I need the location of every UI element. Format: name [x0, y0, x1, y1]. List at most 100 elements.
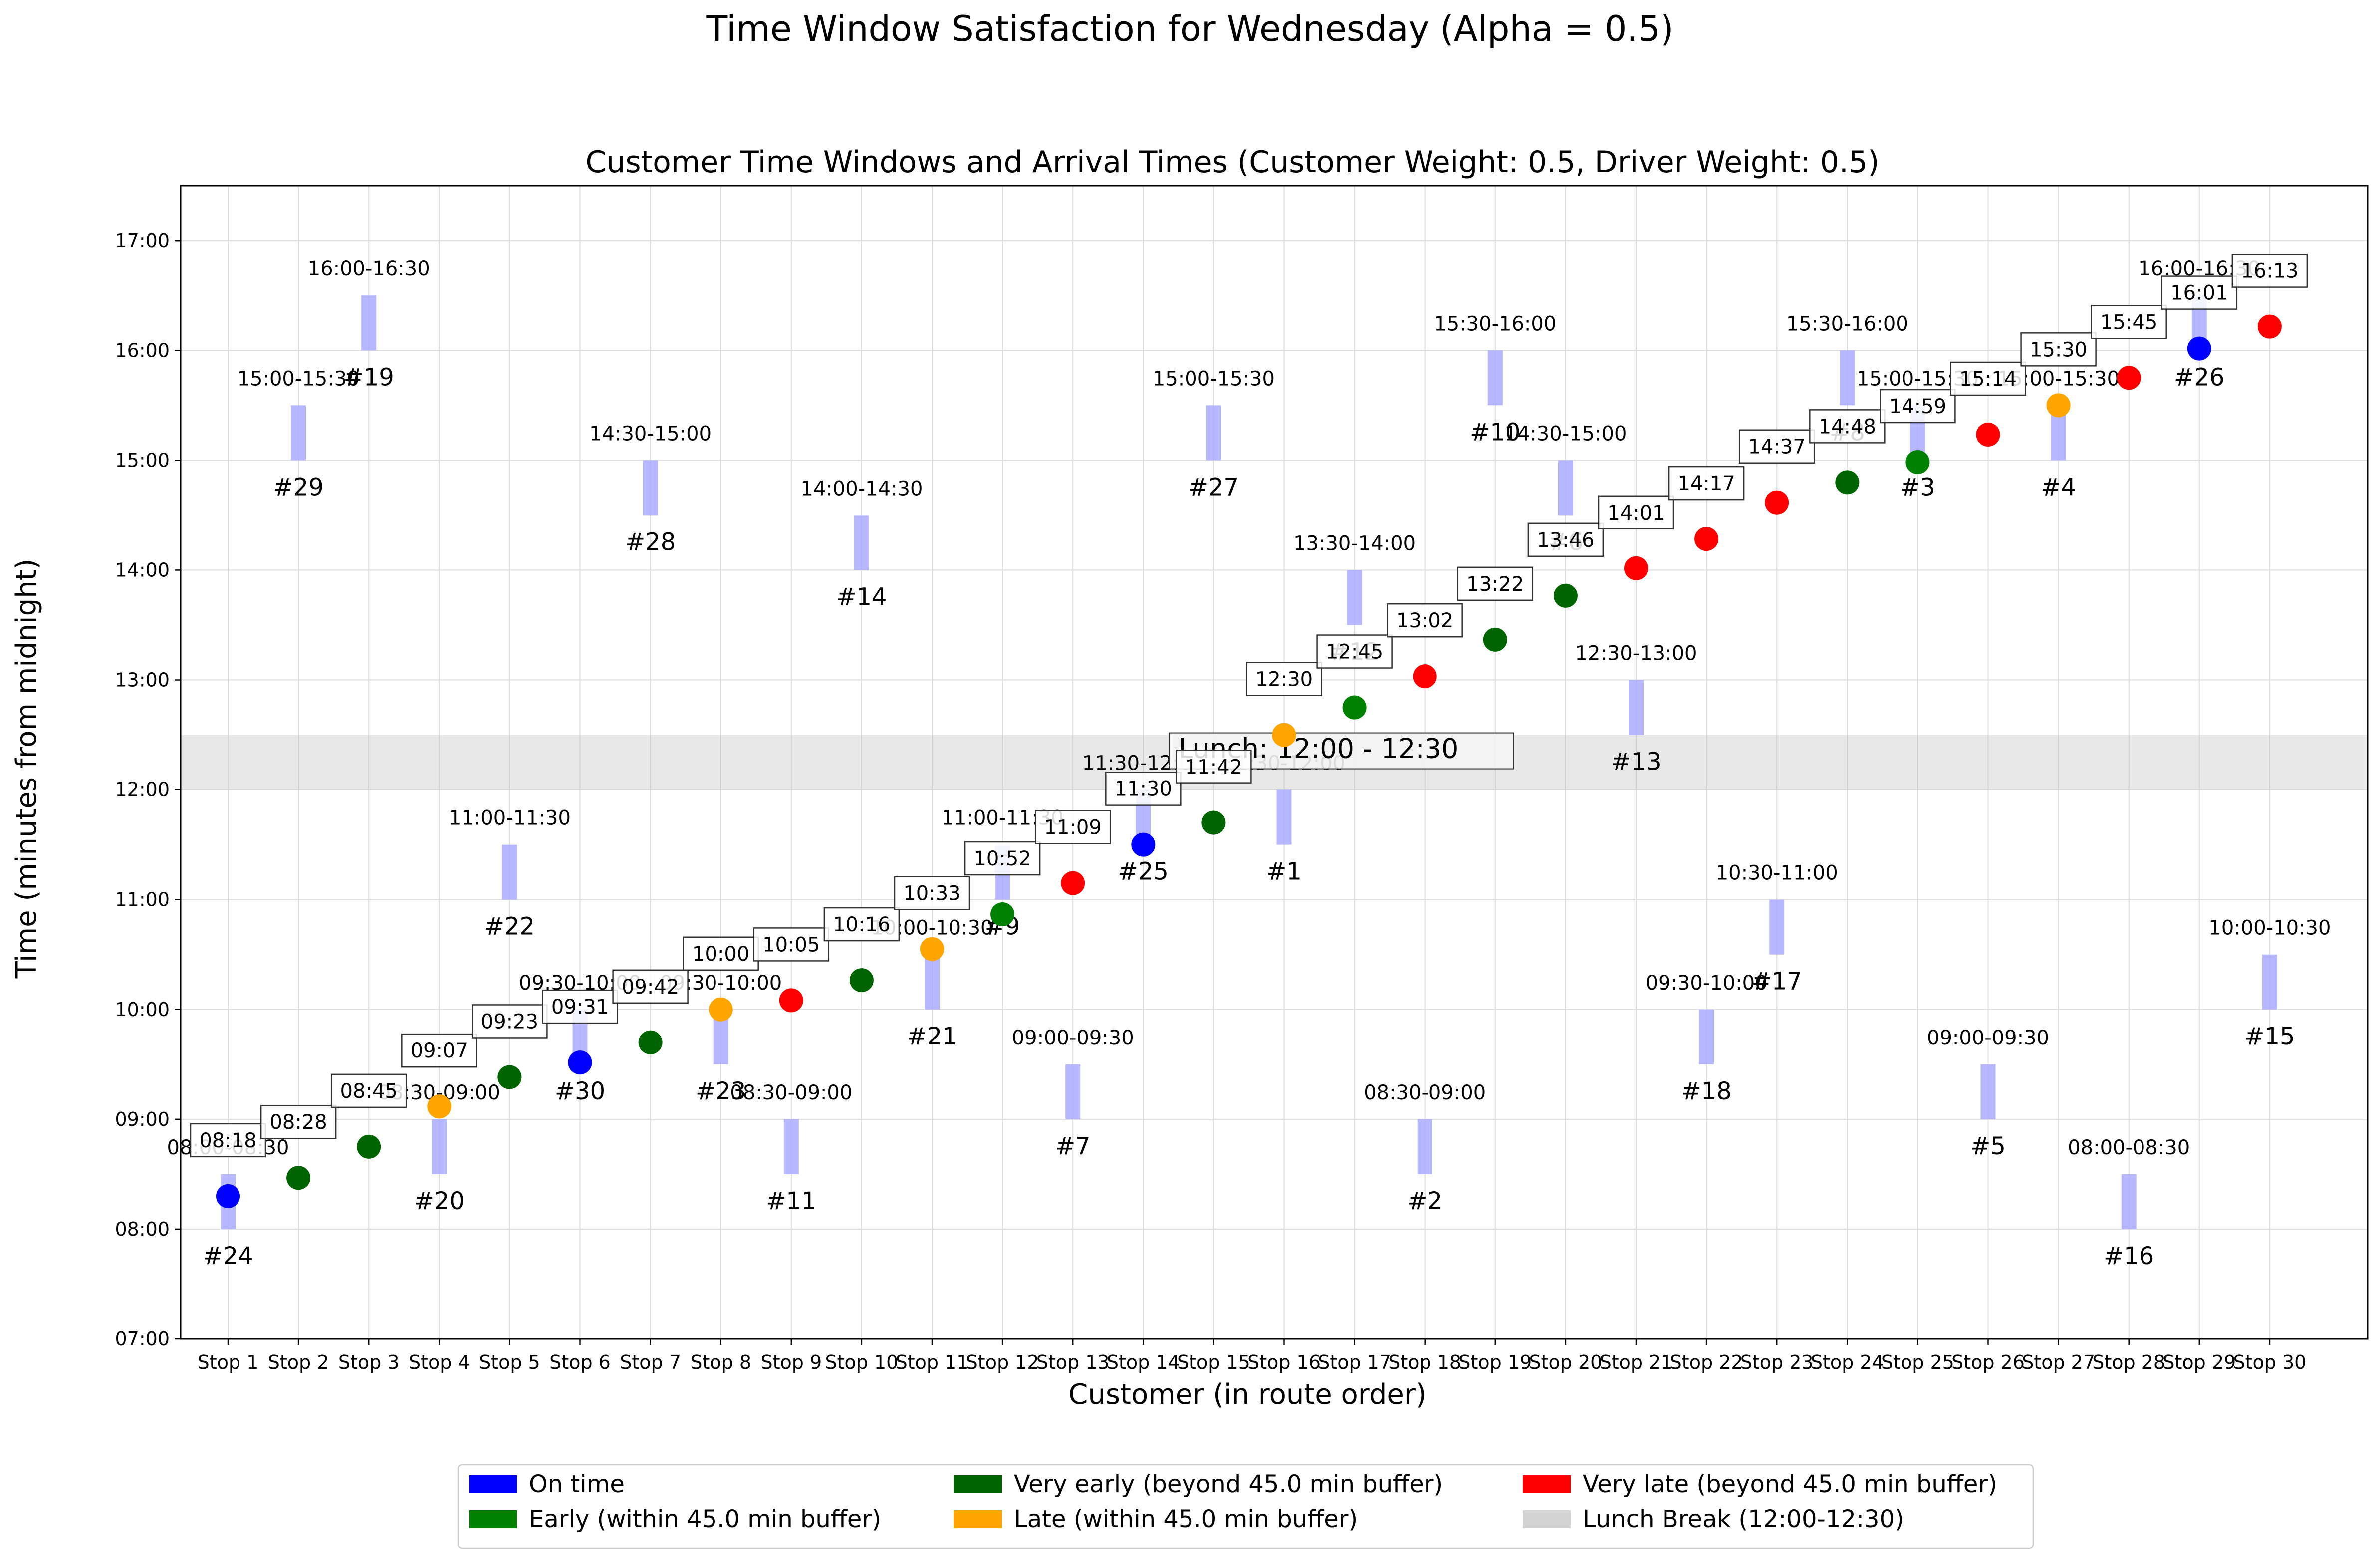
arrival-time-label: 08:28: [269, 1111, 327, 1134]
arrival-point: [2046, 393, 2071, 418]
arrival-time-label: 11:30: [1115, 778, 1172, 801]
time-window-label: 16:00-16:30: [308, 258, 430, 280]
arrival-point: [1272, 723, 1296, 747]
legend-label: On time: [529, 1470, 625, 1498]
arrival-label-box: [894, 876, 970, 910]
arrival-point: [849, 968, 874, 993]
arrival-time-label: 10:16: [833, 913, 890, 936]
y-tick-label: 13:00: [115, 669, 170, 691]
arrival-time-label: 14:48: [1819, 415, 1876, 438]
arrival-point: [1061, 871, 1085, 895]
x-tick-label: Stop 2: [268, 1351, 329, 1373]
arrival-label-box: [1246, 662, 1322, 696]
arrival-time-label: 10:33: [903, 882, 960, 905]
x-tick-label: Stop 7: [620, 1351, 681, 1373]
arrival-point: [2187, 336, 2211, 361]
arrival-point: [2117, 366, 2141, 390]
legend-label: Very early (beyond 45.0 min buffer): [1014, 1470, 1443, 1498]
y-axis-label: Time (minutes from midnight): [10, 559, 43, 979]
x-tick-label: Stop 25: [1881, 1351, 1954, 1373]
figure-suptitle: Time Window Satisfaction for Wednesday (…: [706, 8, 1673, 49]
arrival-label-box: [1809, 409, 1886, 444]
customer-number-label: #5: [1970, 1132, 2006, 1160]
customer-number-label: #7: [1055, 1132, 1091, 1160]
y-tick-label: 15:00: [115, 449, 170, 471]
arrival-label-box: [1176, 750, 1252, 784]
time-window-label: 10:30-11:00: [1716, 862, 1838, 885]
customer-number-label: #2: [1407, 1187, 1442, 1215]
customer-number-label: #15: [2244, 1023, 2295, 1050]
x-axis-label: Customer (in route order): [1068, 1378, 1426, 1411]
arrival-label-box: [1034, 810, 1111, 844]
x-tick-label: Stop 5: [479, 1351, 540, 1373]
arrival-time-label: 13:22: [1466, 573, 1524, 596]
time-window-bar: [2121, 1174, 2137, 1229]
y-tick-label: 11:00: [115, 889, 170, 911]
arrival-time-label: 08:45: [340, 1080, 398, 1103]
customer-number-label: #22: [484, 913, 535, 941]
arrival-time-label: 14:01: [1607, 502, 1665, 524]
customer-number-label: #28: [625, 528, 676, 556]
y-tick-label: 08:00: [115, 1218, 170, 1240]
customer-number-label: #26: [2174, 363, 2224, 391]
x-tick-label: Stop 19: [1458, 1351, 1532, 1373]
customer-number-label: #30: [555, 1077, 605, 1105]
time-window-bar: [925, 954, 940, 1010]
time-window-bar: [783, 1119, 799, 1174]
legend-label: Early (within 45.0 min buffer): [529, 1505, 881, 1533]
arrival-time-label: 09:31: [551, 996, 609, 1019]
x-tick-label: Stop 16: [1247, 1351, 1321, 1373]
x-tick-label: Stop 11: [896, 1351, 969, 1373]
arrival-label-box: [1950, 361, 2026, 396]
x-tick-label: Stop 4: [409, 1351, 470, 1373]
time-window-bar: [1417, 1119, 1432, 1174]
customer-number-label: #24: [203, 1242, 253, 1270]
time-window-label: 10:00-10:30: [2208, 917, 2331, 940]
x-tick-label: Stop 8: [690, 1351, 751, 1373]
arrival-point: [1976, 423, 2000, 447]
time-window-bar: [2262, 954, 2277, 1010]
arrival-point: [286, 1166, 311, 1190]
arrival-point: [1201, 810, 1226, 835]
x-tick-label: Stop 27: [2022, 1351, 2095, 1373]
arrival-label-box: [2020, 332, 2097, 367]
x-tick-label: Stop 26: [1951, 1351, 2025, 1373]
time-window-bar: [1065, 1064, 1081, 1119]
time-window-label: 08:00-08:30: [2068, 1136, 2190, 1159]
time-window-label: 09:00-09:30: [1012, 1027, 1134, 1049]
time-window-bar: [432, 1119, 447, 1174]
chart-title: Customer Time Windows and Arrival Times …: [585, 145, 1879, 180]
arrival-time-label: 12:45: [1326, 641, 1383, 664]
arrival-point: [497, 1065, 522, 1089]
arrival-time-label: 14:37: [1748, 436, 1806, 459]
time-window-bar: [1276, 789, 1292, 845]
arrival-label-box: [1527, 522, 1604, 557]
x-tick-label: Stop 1: [198, 1351, 259, 1373]
arrival-point: [779, 988, 803, 1013]
customer-number-label: #27: [1189, 473, 1239, 501]
arrival-point: [638, 1030, 663, 1054]
arrival-point: [1905, 450, 1930, 475]
arrival-label-box: [823, 907, 900, 942]
time-window-bar: [1840, 350, 1855, 406]
arrival-time-label: 09:42: [622, 976, 679, 999]
customer-number-label: #29: [273, 473, 323, 501]
arrival-label-box: [1880, 389, 1956, 424]
time-window-bar: [643, 460, 658, 516]
customer-number-label: #16: [2104, 1242, 2154, 1270]
y-tick-label: 12:00: [115, 779, 170, 801]
legend-label: Lunch Break (12:00-12:30): [1583, 1505, 1904, 1533]
x-tick-label: Stop 10: [825, 1351, 898, 1373]
time-window-label: 14:30-15:00: [1504, 422, 1627, 445]
y-tick-label: 07:00: [115, 1328, 170, 1350]
arrival-point: [1624, 556, 1648, 580]
customer-number-label: #20: [414, 1187, 465, 1215]
time-window-label: 15:00-15:30: [1153, 367, 1275, 390]
arrival-label-box: [2091, 305, 2167, 339]
legend-label: Late (within 45.0 min buffer): [1014, 1505, 1358, 1533]
time-window-label: 08:30-09:00: [730, 1081, 852, 1104]
y-tick-label: 09:00: [115, 1108, 170, 1130]
arrival-point: [1131, 832, 1156, 857]
legend: On time Early (within 45.0 min buffer) Ver…: [457, 1464, 2034, 1549]
